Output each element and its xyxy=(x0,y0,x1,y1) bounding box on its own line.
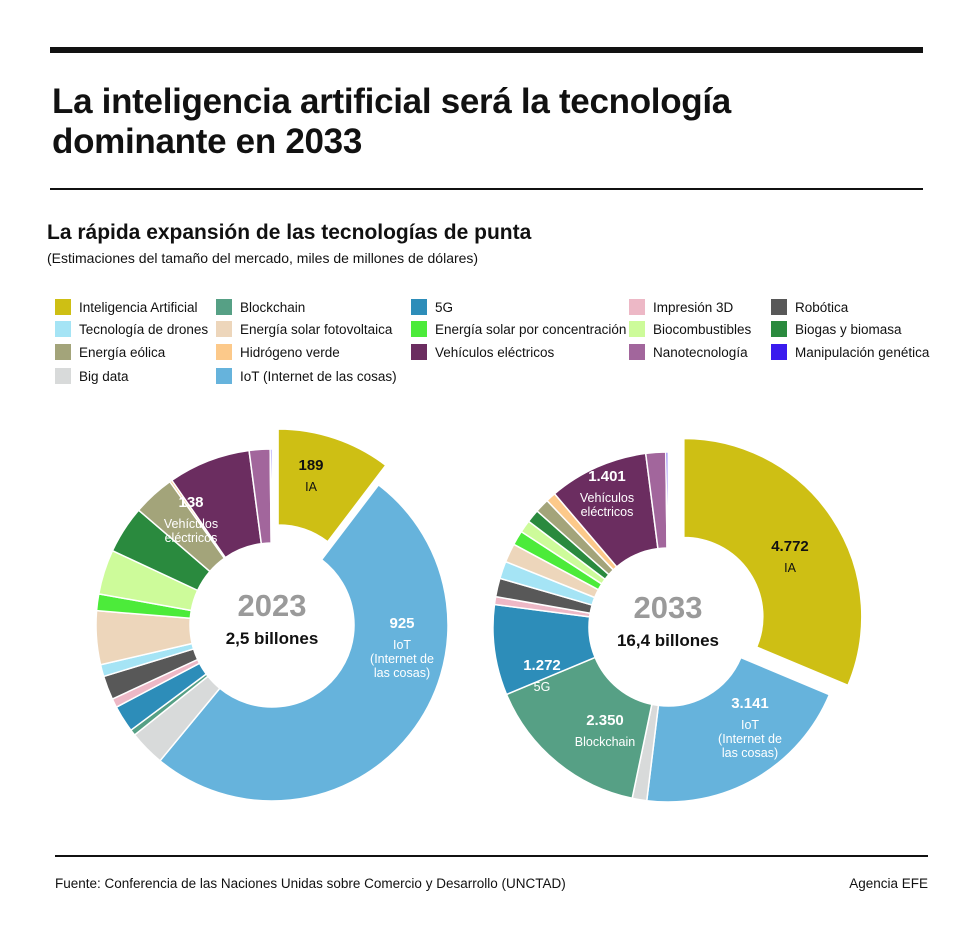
legend-label: Robótica xyxy=(795,299,849,315)
legend-item-robotica: Robótica xyxy=(771,299,848,315)
agency-credit: Agencia EFE xyxy=(849,876,928,891)
center-year: 2023 xyxy=(238,588,307,623)
legend-label: Nanotecnología xyxy=(653,344,748,360)
donut-charts: 2023 2,5 billones 189 IA 925 IoT (Internet de l… xyxy=(95,428,863,803)
data-label-name: Blockchain xyxy=(575,735,635,749)
legend-swatch xyxy=(216,368,232,384)
slice-iot-internet-de-las-cosas-2023 xyxy=(159,484,449,802)
slice-manipulacion-genetica-2033 xyxy=(665,451,669,549)
legend-swatch xyxy=(629,299,645,315)
legend-item-tecnologia-de-drones: Tecnología de drones xyxy=(55,321,208,337)
data-label-name: 5G xyxy=(534,680,551,694)
legend-label: Hidrógeno verde xyxy=(240,344,340,360)
legend-label: Blockchain xyxy=(240,299,306,315)
legend-swatch xyxy=(771,299,787,315)
legend-swatch xyxy=(216,321,232,337)
legend-item-biocombustibles: Biocombustibles xyxy=(629,321,751,337)
legend-label: Biogas y biomasa xyxy=(795,321,902,337)
legend-label: Manipulación genética xyxy=(795,344,930,360)
data-label-value: 2.350 xyxy=(586,712,624,729)
legend-item-manipulacion-genetica: Manipulación genética xyxy=(771,344,929,360)
legend-item-energia-solar-fotovoltaica: Energía solar fotovoltaica xyxy=(216,321,392,337)
center-total: 2,5 billones xyxy=(226,629,319,648)
legend-label: Energía solar fotovoltaica xyxy=(240,321,393,337)
top-rule xyxy=(50,47,923,53)
data-label-value: 1.272 xyxy=(523,657,561,674)
slice-manipulacion-genetica-2023 xyxy=(269,448,273,544)
data-label-value: 4.772 xyxy=(771,538,809,555)
legend-swatch xyxy=(771,321,787,337)
data-label-value: 189 xyxy=(298,457,323,474)
data-label-name: IoT (Internet de las cosas) xyxy=(370,638,434,680)
legend-item-nanotecnologia: Nanotecnología xyxy=(629,344,748,360)
legend-item-big-data: Big data xyxy=(55,368,129,384)
legend-label: Energía solar por concentración xyxy=(435,321,627,337)
data-label-name: IA xyxy=(305,480,317,494)
legend-swatch xyxy=(55,321,71,337)
legend-item-energia-solar-por-concentracion: Energía solar por concentración xyxy=(411,321,626,337)
units-note: (Estimaciones del tamaño del mercado, mi… xyxy=(47,250,479,266)
legend-item-inteligencia-artificial: Inteligencia Artificial xyxy=(55,299,198,315)
legend-swatch xyxy=(771,344,787,360)
legend-item-vehiculos-electricos: Vehículos eléctricos xyxy=(411,344,554,360)
chart-subtitle: La rápida expansión de las tecnologías d… xyxy=(47,221,532,244)
slice-iot-internet-de-las-cosas-2033 xyxy=(646,656,831,803)
legend-swatch xyxy=(629,321,645,337)
legend-label: Biocombustibles xyxy=(653,321,752,337)
legend-label: Energía eólica xyxy=(79,344,166,360)
legend-item-iot-internet-de-las-cosas: IoT (Internet de las cosas) xyxy=(216,368,397,384)
donut-chart-2023: 2023 2,5 billones 189 IA 925 IoT (Internet de l… xyxy=(95,428,449,802)
data-label-name: Vehículos eléctricos xyxy=(164,517,218,545)
legend-label: Inteligencia Artificial xyxy=(79,299,198,315)
data-label-name: IoT (Internet de las cosas) xyxy=(718,718,782,760)
center-year: 2033 xyxy=(634,590,703,625)
slice-inteligencia-artificial-2033 xyxy=(683,437,863,687)
headline: La inteligencia artificial será la tecno… xyxy=(52,82,731,161)
legend-swatch xyxy=(411,344,427,360)
legend-item-biogas-y-biomasa: Biogas y biomasa xyxy=(771,321,902,337)
data-label-name: Vehículos eléctricos xyxy=(580,491,634,519)
slice-inteligencia-artificial-2023 xyxy=(277,428,387,543)
donut-chart-2033: 2033 16,4 billones 4.772 IA 3.141 IoT (Interne… xyxy=(492,437,863,803)
legend-item-energia-eolica: Energía eólica xyxy=(55,344,165,360)
legend-label: IoT (Internet de las cosas) xyxy=(240,368,397,384)
legend-item-hidrogeno-verde: Hidrógeno verde xyxy=(216,344,340,360)
legend-label: Tecnología de drones xyxy=(79,321,209,337)
legend-item-5g: 5G xyxy=(411,299,453,315)
legend-swatch xyxy=(411,321,427,337)
slice-blockchain-2033 xyxy=(505,656,653,800)
data-label-value: 3.141 xyxy=(731,695,769,712)
data-label-value: 925 xyxy=(389,615,414,632)
data-label-name: IA xyxy=(784,561,796,575)
legend-swatch xyxy=(629,344,645,360)
legend-item-blockchain: Blockchain xyxy=(216,299,305,315)
legend-item-impresion-3d: Impresión 3D xyxy=(629,299,733,315)
legend-swatch xyxy=(411,299,427,315)
source-note: Fuente: Conferencia de las Naciones Unid… xyxy=(55,876,566,891)
data-label-value: 138 xyxy=(178,494,203,511)
legend-swatch xyxy=(216,299,232,315)
legend-label: Vehículos eléctricos xyxy=(435,344,555,360)
data-label-value: 1.401 xyxy=(588,468,626,485)
center-total: 16,4 billones xyxy=(617,631,719,650)
legend-label: Big data xyxy=(79,368,129,384)
legend-swatch xyxy=(55,368,71,384)
legend-swatch xyxy=(55,344,71,360)
footer-rule xyxy=(55,855,928,857)
legend-label: Impresión 3D xyxy=(653,299,734,315)
headline-rule xyxy=(50,188,923,190)
legend-swatch xyxy=(216,344,232,360)
legend-label: 5G xyxy=(435,299,454,315)
legend-swatch xyxy=(55,299,71,315)
